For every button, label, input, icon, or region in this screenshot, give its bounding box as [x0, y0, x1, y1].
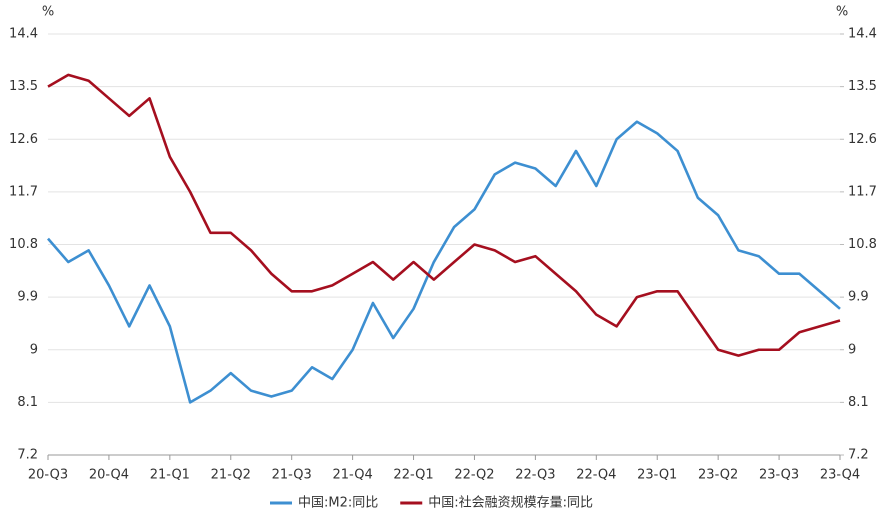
x-tick-label: 23-Q3	[759, 468, 799, 483]
y2-tick-label: 9	[848, 342, 856, 357]
x-tick-label: 23-Q4	[820, 468, 860, 483]
y-tick-label: 7.2	[17, 448, 38, 463]
y-tick-label: 11.7	[9, 184, 38, 199]
y2-tick-label: 13.5	[848, 79, 877, 94]
y-tick-label: 10.8	[9, 237, 38, 252]
y-axis-label: %	[42, 5, 54, 20]
x-tick-label: 22-Q2	[454, 468, 494, 483]
y2-axis-label: %	[836, 5, 848, 20]
y2-tick-label: 7.2	[848, 448, 869, 463]
x-tick-label: 22-Q1	[393, 468, 433, 483]
legend-label: 中国:社会融资规模存量:同比	[428, 495, 593, 511]
x-tick-label: 20-Q3	[28, 468, 68, 483]
x-tick-label: 21-Q3	[272, 468, 312, 483]
y2-tick-label: 8.1	[848, 395, 869, 410]
x-tick-label: 23-Q2	[698, 468, 738, 483]
y2-tick-label: 11.7	[848, 184, 877, 199]
y-tick-label: 8.1	[17, 395, 38, 410]
series-line	[47, 120, 841, 404]
x-tick-label: 21-Q1	[150, 468, 190, 483]
y-tick-label: 13.5	[9, 79, 38, 94]
series-line	[47, 73, 841, 357]
x-tick-label: 22-Q4	[576, 468, 616, 483]
y-tick-label: 9.9	[17, 290, 38, 305]
y-tick-label: 14.4	[9, 27, 38, 42]
x-tick-label: 21-Q4	[333, 468, 373, 483]
y2-tick-label: 10.8	[848, 237, 877, 252]
y-tick-label: 9	[30, 342, 38, 357]
y2-tick-label: 9.9	[848, 290, 869, 305]
y2-tick-label: 12.6	[848, 132, 877, 147]
x-tick-label: 20-Q4	[89, 468, 129, 483]
x-tick-label: 21-Q2	[211, 468, 251, 483]
y-tick-label: 12.6	[9, 132, 38, 147]
x-tick-label: 23-Q1	[637, 468, 677, 483]
y2-tick-label: 14.4	[848, 27, 877, 42]
x-tick-label: 22-Q3	[515, 468, 555, 483]
legend-label: 中国:M2:同比	[298, 496, 378, 511]
